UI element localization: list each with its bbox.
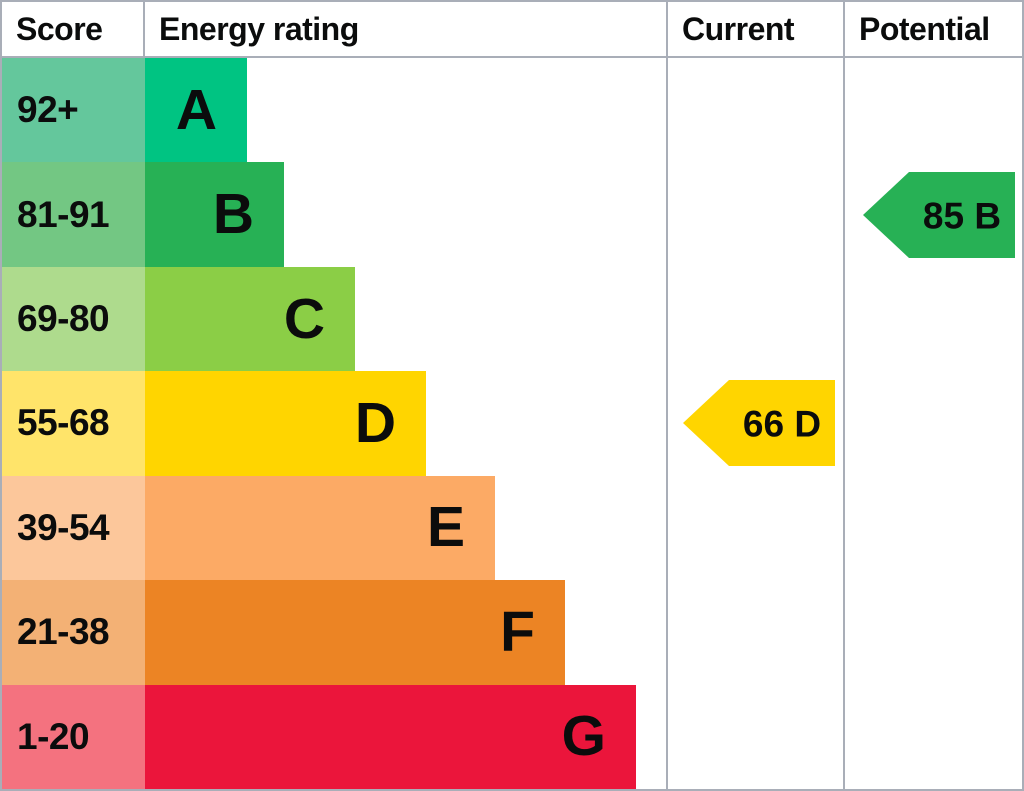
band-bar-e: E <box>145 475 495 581</box>
potential-rating-label: 85 B <box>923 195 1001 236</box>
potential-cell-e <box>845 475 1022 581</box>
band-bar-g: G <box>145 684 636 789</box>
current-cell-d: 66 D <box>668 371 845 476</box>
band-row-d: D <box>145 371 668 476</box>
band-bar-d: D <box>145 371 426 476</box>
header-potential: Potential <box>845 2 1022 58</box>
score-range-e: 39-54 <box>2 475 145 581</box>
band-bar-b: B <box>145 162 284 267</box>
band-row-a: A <box>145 58 668 163</box>
band-row-f: F <box>145 580 668 685</box>
band-letter-d: D <box>354 390 396 455</box>
current-rating-label: 66 D <box>743 404 821 445</box>
current-rating-arrow: 66 D <box>683 380 835 467</box>
score-range-d: 55-68 <box>2 371 145 476</box>
score-range-g: 1-20 <box>2 684 145 789</box>
potential-cell-c <box>845 266 1022 372</box>
header-energy-rating: Energy rating <box>145 2 668 58</box>
score-range-c: 69-80 <box>2 266 145 372</box>
current-cell-a <box>668 58 845 163</box>
band-letter-a: A <box>175 77 217 142</box>
potential-arrow-shape <box>863 171 1015 258</box>
current-cell-g <box>668 684 845 789</box>
band-letter-e: E <box>426 495 465 560</box>
band-letter-c: C <box>283 286 325 351</box>
score-range-f: 21-38 <box>2 580 145 685</box>
score-range-b: 81-91 <box>2 162 145 267</box>
current-cell-f <box>668 580 845 685</box>
potential-cell-g <box>845 684 1022 789</box>
current-cell-e <box>668 475 845 581</box>
current-cell-c <box>668 266 845 372</box>
band-row-g: G <box>145 684 668 789</box>
current-arrow-shape <box>683 380 835 467</box>
potential-cell-a <box>845 58 1022 163</box>
score-range-a: 92+ <box>2 58 145 163</box>
potential-rating-arrow: 85 B <box>863 171 1015 258</box>
band-row-b: B <box>145 162 668 267</box>
potential-cell-d <box>845 371 1022 476</box>
band-bar-f: F <box>145 580 565 685</box>
header-score: Score <box>2 2 145 58</box>
band-bar-c: C <box>145 266 355 372</box>
current-cell-b <box>668 162 845 267</box>
band-letter-g: G <box>561 704 606 769</box>
band-letter-f: F <box>500 599 535 664</box>
band-letter-b: B <box>212 182 254 247</box>
potential-cell-b: 85 B <box>845 162 1022 267</box>
header-current: Current <box>668 2 845 58</box>
band-row-c: C <box>145 266 668 372</box>
potential-cell-f <box>845 580 1022 685</box>
band-bar-a: A <box>145 58 247 163</box>
band-row-e: E <box>145 475 668 581</box>
